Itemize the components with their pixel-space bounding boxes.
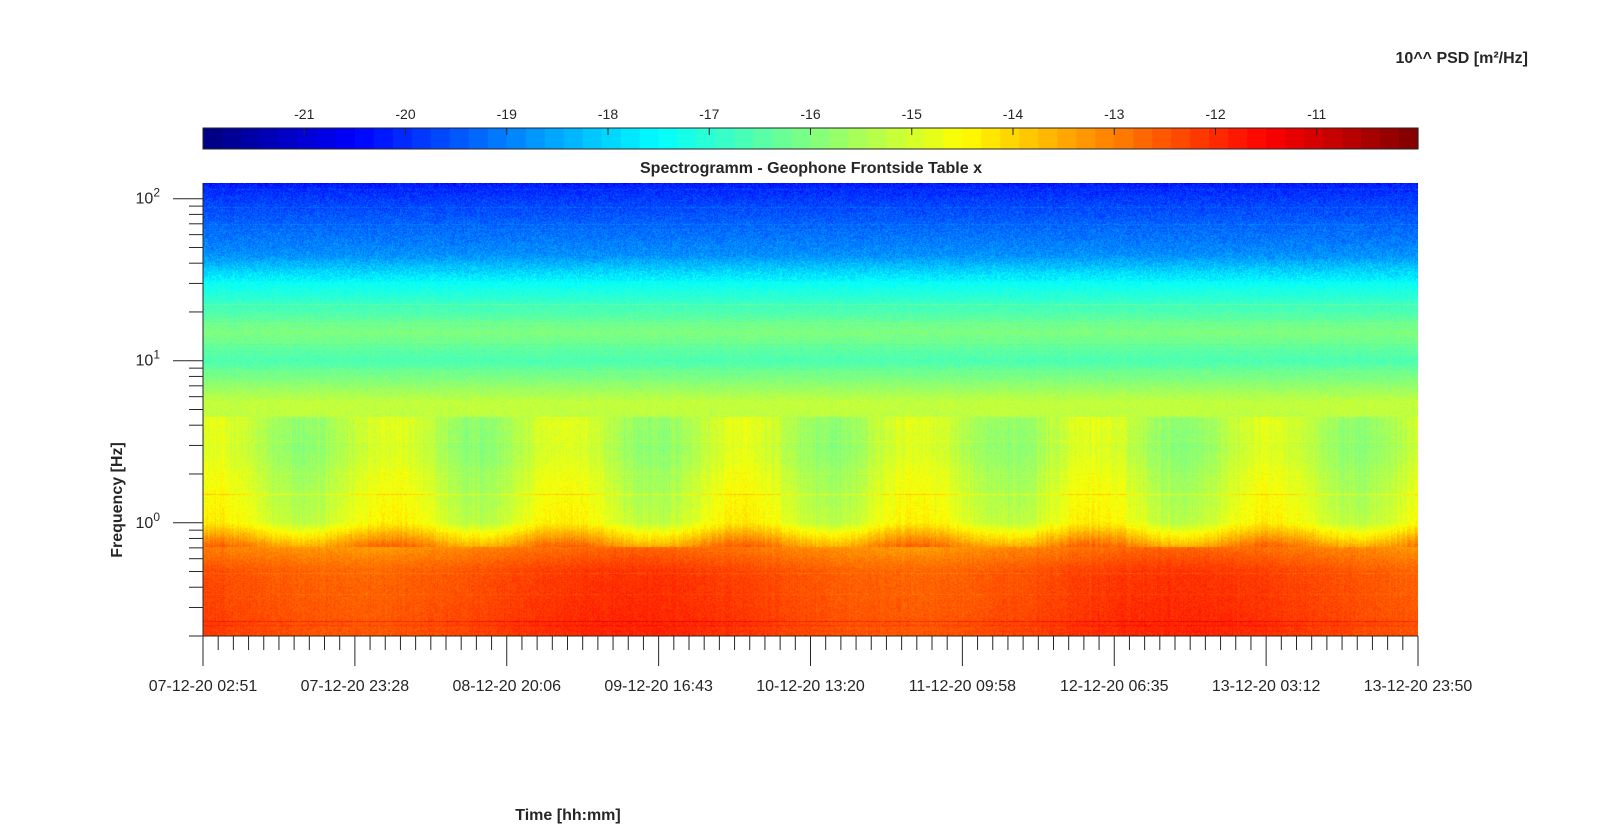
colorbar-cell <box>506 128 527 149</box>
colorbar-cell <box>1038 128 1058 149</box>
colorbar-tick-label: -17 <box>699 106 719 122</box>
colorbar-cell <box>924 128 944 149</box>
colorbar-cell <box>848 128 869 149</box>
x-axis: 07-12-20 02:51 07-12-20 23:28 08-12-20 20:… <box>149 635 1473 824</box>
colorbar-cell <box>1057 128 1077 149</box>
colorbar-cell <box>582 128 603 149</box>
x-axis-label: Time [hh:mm] <box>515 807 620 824</box>
y-axis-label: Frequency [Hz] <box>109 442 126 558</box>
colorbar-cell <box>1247 128 1267 149</box>
colorbar: -21 -20 -19 -18 -17 -16 -15 -14 -13 -12 -11 10^^ P… <box>202 50 1528 150</box>
colorbar-cell <box>620 128 641 149</box>
colorbar-cell <box>278 128 299 149</box>
x-tick-label: 08-12-20 20:06 <box>452 678 561 695</box>
colorbar-tick-label: -18 <box>598 106 618 122</box>
colorbar-cell <box>943 128 963 149</box>
colorbar-cell <box>772 128 793 149</box>
colorbar-cell <box>525 128 546 149</box>
colorbar-cell <box>886 128 907 149</box>
colorbar-cell <box>203 128 223 149</box>
colorbar-cell <box>753 128 774 149</box>
colorbar-cell <box>335 128 356 149</box>
colorbar-cell <box>1000 128 1020 149</box>
colorbar-cell <box>1133 128 1153 149</box>
x-tick-label: 13-12-20 23:50 <box>1364 678 1473 695</box>
y-axis: 100 101 102 Frequency [Hz] <box>109 183 204 637</box>
colorbar-cell <box>1304 128 1324 149</box>
colorbar-cell <box>563 128 584 149</box>
colorbar-cell <box>867 128 888 149</box>
y-tick-label: 101 <box>136 348 161 370</box>
colorbar-cell <box>1342 128 1362 149</box>
spectrogram-plot <box>203 183 1418 636</box>
colorbar-cell <box>221 128 242 149</box>
x-tick-label: 11-12-20 09:58 <box>909 678 1016 695</box>
colorbar-cell <box>430 128 451 149</box>
colorbar-cell <box>1152 128 1172 149</box>
y-tick-label: 102 <box>136 186 161 208</box>
x-tick-label: 07-12-20 02:51 <box>149 678 258 695</box>
colorbar-cell <box>1209 128 1229 149</box>
colorbar-cell <box>1285 128 1305 149</box>
colorbar-cell <box>639 128 660 149</box>
colorbar-cell <box>1380 128 1400 149</box>
colorbar-tick-label: -21 <box>294 106 314 122</box>
colorbar-cell <box>791 128 812 149</box>
colorbar-cell <box>240 128 261 149</box>
colorbar-cell <box>1361 128 1381 149</box>
colorbar-cell <box>601 128 622 149</box>
colorbar-cell <box>1228 128 1248 149</box>
colorbar-tick-label: -12 <box>1205 106 1225 122</box>
colorbar-cell <box>829 128 850 149</box>
colorbar-cell <box>392 128 413 149</box>
colorbar-cell <box>1190 128 1210 149</box>
colorbar-cell <box>734 128 755 149</box>
colorbar-cell <box>354 128 375 149</box>
colorbar-cell <box>981 128 1001 149</box>
colorbar-cell <box>715 128 736 149</box>
colorbar-cell <box>658 128 679 149</box>
colorbar-tick-label: -16 <box>800 106 820 122</box>
colorbar-cell <box>1323 128 1343 149</box>
colorbar-cell <box>1171 128 1191 149</box>
colorbar-cell <box>449 128 470 149</box>
x-tick-label: 09-12-20 16:43 <box>604 678 713 695</box>
spectrogram-heatmap <box>203 183 1418 636</box>
chart-title: Spectrogramm - Geophone Frontside Table … <box>640 160 982 177</box>
colorbar-tick-label: -14 <box>1003 106 1023 122</box>
colorbar-cell <box>1019 128 1039 149</box>
colorbar-cell <box>487 128 508 149</box>
colorbar-cell <box>297 128 318 149</box>
colorbar-tick-label: -11 <box>1307 106 1326 122</box>
x-tick-label: 13-12-20 03:12 <box>1212 678 1321 695</box>
colorbar-cell <box>1076 128 1096 149</box>
colorbar-cell <box>468 128 489 149</box>
y-tick-label: 100 <box>136 510 161 532</box>
colorbar-cell <box>1114 128 1134 149</box>
colorbar-cell <box>905 128 925 149</box>
colorbar-cell <box>810 128 831 149</box>
colorbar-cell <box>259 128 280 149</box>
x-tick-label: 10-12-20 13:20 <box>756 678 865 695</box>
colorbar-tick-label: -13 <box>1104 106 1124 122</box>
colorbar-cell <box>316 128 337 149</box>
colorbar-cell <box>1399 128 1419 149</box>
colorbar-cell <box>962 128 982 149</box>
colorbar-cell <box>677 128 698 149</box>
colorbar-tick-label: -15 <box>902 106 922 122</box>
colorbar-cell <box>544 128 565 149</box>
colorbar-cell <box>1095 128 1115 149</box>
colorbar-cell <box>1266 128 1286 149</box>
colorbar-tick-label: -20 <box>395 106 415 122</box>
colorbar-label: 10^^ PSD [m²/Hz] <box>1396 50 1528 67</box>
colorbar-cell <box>411 128 432 149</box>
colorbar-tick-label: -19 <box>497 106 517 122</box>
colorbar-cell <box>696 128 717 149</box>
x-tick-label: 12-12-20 06:35 <box>1060 678 1169 695</box>
x-tick-label: 07-12-20 23:28 <box>301 678 410 695</box>
colorbar-cell <box>373 128 394 149</box>
